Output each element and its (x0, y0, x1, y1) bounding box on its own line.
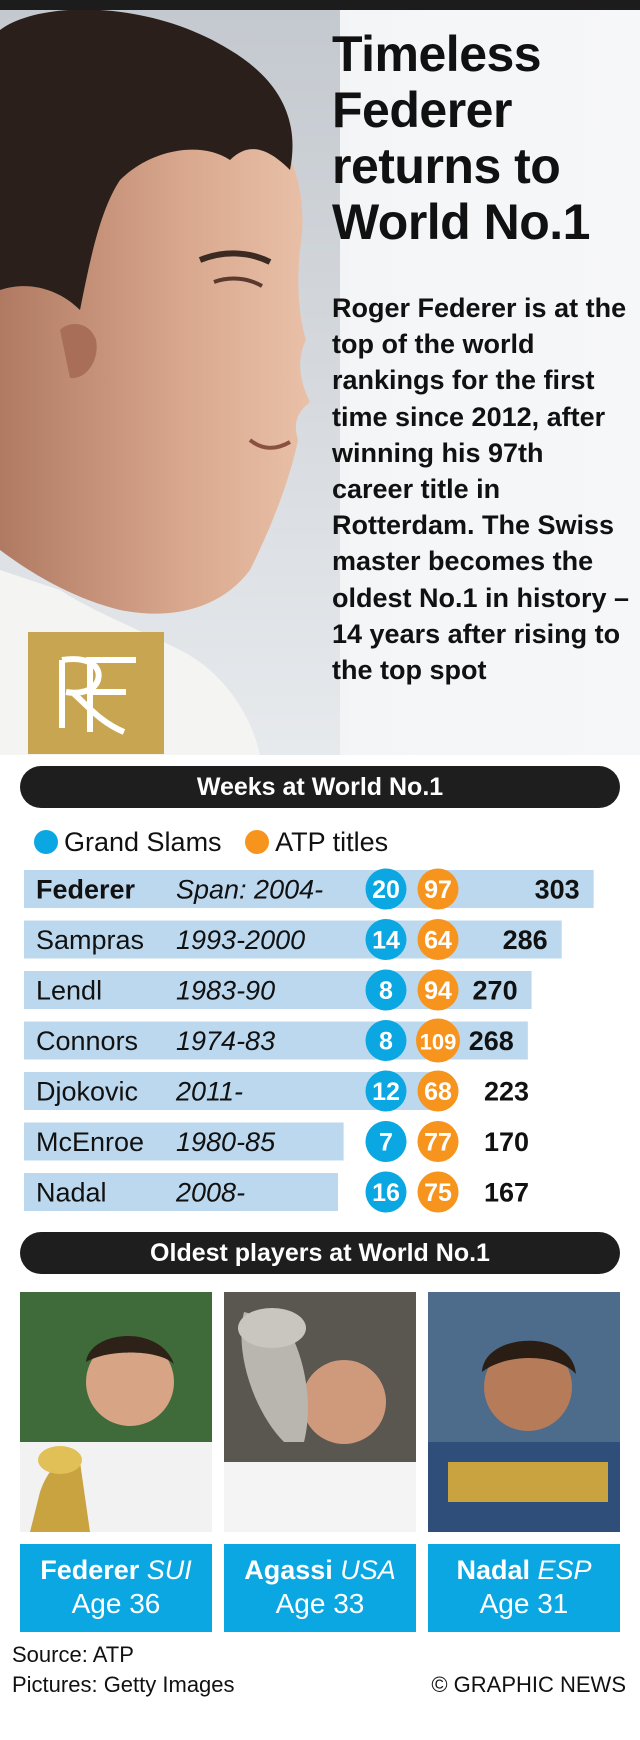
player-name-label: Lendl (36, 976, 102, 1006)
title-line: Federer (332, 82, 512, 138)
top-rule (0, 0, 640, 10)
span-label: 1974-83 (176, 1026, 275, 1056)
atp-titles-badge (417, 919, 459, 960)
atp-titles-badge (417, 868, 459, 910)
grand-slams-badge (365, 1070, 407, 1112)
weeks-total-label: 170 (484, 1127, 529, 1157)
source-text: Source: ATP (12, 1642, 134, 1667)
atp-titles-badge (416, 1018, 460, 1063)
player-age: Age 36 (71, 1588, 161, 1619)
agassi-photo (224, 1292, 416, 1532)
weeks-bar (24, 1122, 344, 1161)
legend-label: Grand Slams (64, 827, 222, 857)
player-name: Agassi (244, 1555, 333, 1585)
player-name-label: McEnroe (36, 1127, 144, 1157)
player-name-label: Connors (36, 1026, 138, 1056)
legend-label: ATP titles (275, 827, 389, 857)
player-age: Age 33 (275, 1588, 365, 1619)
grand-slams-value: 14 (372, 927, 400, 955)
span-label: 2011- (175, 1077, 243, 1107)
player-name: Nadal (456, 1555, 530, 1585)
player-country: SUI (146, 1555, 192, 1585)
weeks-bar (24, 870, 594, 908)
player-card-federer: Federer SUI Age 36 (20, 1292, 212, 1632)
grand-slams-badge (365, 1121, 407, 1162)
nadal-photo (428, 1292, 620, 1532)
weeks-total-label: 286 (503, 925, 548, 955)
weeks-bar (24, 1072, 444, 1110)
graphic-news-credit: © GRAPHIC NEWS (431, 1672, 626, 1697)
atp-titles-value: 109 (420, 1030, 457, 1055)
atp-titles-badge (417, 1121, 459, 1162)
legend-swatch-grand-slams (34, 830, 58, 854)
oldest-section-title: Oldest players at World No.1 (20, 1232, 620, 1274)
title-line: Timeless (332, 26, 542, 82)
grand-slams-badge (365, 969, 407, 1011)
player-name-label: Nadal (36, 1178, 107, 1208)
player-label: Nadal ESP Age 31 (428, 1544, 620, 1632)
intro-text: Roger Federer is at the top of the world… (332, 293, 630, 686)
title-line: World No.1 (332, 194, 590, 250)
grand-slams-value: 16 (372, 1179, 400, 1207)
pictures-credit: Pictures: Getty Images (12, 1672, 235, 1697)
span-label: 1993-2000 (176, 925, 305, 955)
grand-slams-badge (365, 919, 407, 960)
weeks-section-title: Weeks at World No.1 (20, 766, 620, 808)
title-line: returns to (332, 138, 561, 194)
federer-portrait (0, 10, 340, 755)
page-title: Timeless Federer returns to World No.1 (332, 26, 632, 250)
player-name-label: Djokovic (36, 1077, 138, 1107)
weeks-bar (24, 920, 562, 959)
span-label: 1983-90 (176, 976, 275, 1006)
player-card-agassi: Agassi USA Age 33 (224, 1292, 416, 1632)
weeks-total-label: 167 (484, 1178, 529, 1208)
player-age: Age 31 (479, 1588, 569, 1619)
atp-titles-value: 64 (424, 927, 452, 955)
atp-titles-badge (417, 969, 459, 1011)
weeks-total-label: 303 (535, 875, 580, 905)
span-label: 2008- (175, 1178, 245, 1208)
grand-slams-value: 12 (372, 1078, 400, 1106)
grand-slams-value: 8 (379, 977, 393, 1005)
rf-logo-mark (59, 656, 136, 735)
grand-slams-badge (365, 1171, 407, 1213)
weeks-total-label: 270 (473, 976, 518, 1006)
grand-slams-value: 7 (379, 1129, 393, 1157)
grand-slams-badge (365, 868, 407, 910)
span-label: Span: 2004- (176, 875, 323, 905)
grand-slams-value: 8 (379, 1028, 393, 1056)
rf-logo (28, 632, 164, 754)
player-label: Federer SUI Age 36 (20, 1544, 212, 1632)
atp-titles-value: 97 (424, 876, 452, 904)
atp-titles-badge (417, 1171, 459, 1213)
player-label: Agassi USA Age 33 (224, 1544, 416, 1632)
atp-titles-value: 68 (424, 1078, 452, 1106)
legend-item: Grand Slams (34, 824, 222, 860)
atp-titles-value: 94 (424, 977, 452, 1005)
weeks-total-label: 223 (484, 1077, 529, 1107)
player-name-label: Federer (36, 875, 136, 905)
player-name: Federer (40, 1555, 140, 1585)
weeks-total-label: 268 (469, 1026, 514, 1056)
federer-photo (20, 1292, 212, 1532)
legend-swatch-atp-titles (245, 830, 270, 854)
player-card-nadal: Nadal ESP Age 31 (428, 1292, 620, 1632)
chart-legend: Grand Slams ATP titles (34, 824, 404, 860)
grand-slams-value: 20 (372, 876, 400, 904)
atp-titles-value: 75 (424, 1179, 452, 1207)
player-name-label: Sampras (36, 925, 144, 955)
span-label: 1980-85 (176, 1127, 276, 1157)
grand-slams-badge (365, 1020, 407, 1061)
atp-titles-value: 77 (424, 1129, 452, 1157)
player-country: USA (340, 1555, 396, 1585)
player-country: ESP (537, 1555, 592, 1585)
hero-section: Timeless Federer returns to World No.1 R… (0, 10, 640, 755)
weeks-bar (24, 971, 532, 1009)
weeks-bar (24, 1173, 338, 1211)
weeks-bar (24, 1021, 528, 1060)
footer-sources: Source: ATP Pictures: Getty Images (12, 1640, 235, 1700)
legend-item: ATP titles (245, 824, 388, 860)
oldest-players: Federer SUI Age 36 Agassi USA Age 33 (20, 1292, 620, 1632)
atp-titles-badge (417, 1070, 459, 1112)
